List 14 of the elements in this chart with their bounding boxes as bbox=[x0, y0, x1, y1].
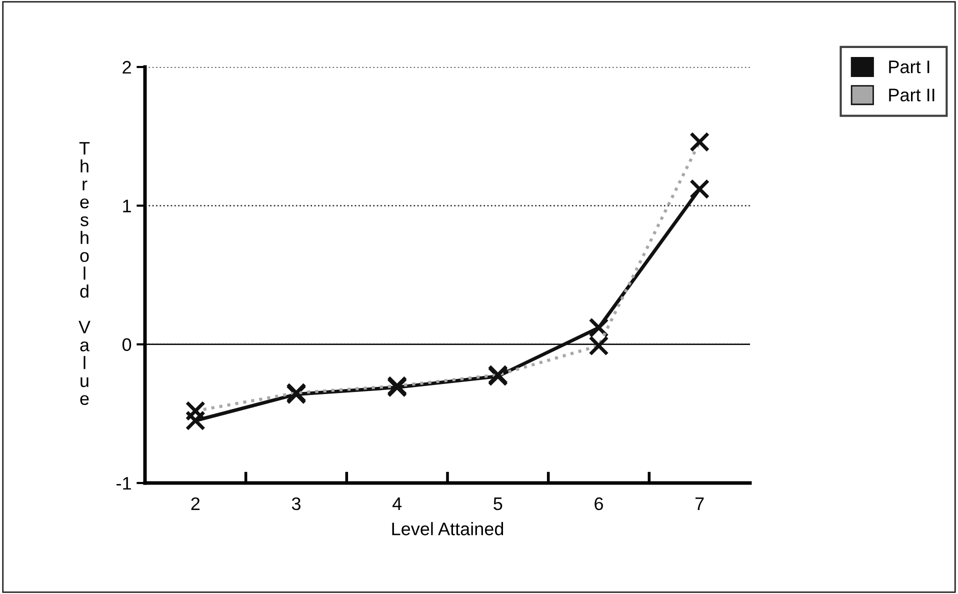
legend-label: Part II bbox=[889, 88, 934, 102]
x-tick-label: 3 bbox=[292, 497, 300, 510]
legend-label: Part I bbox=[889, 60, 930, 74]
x-tick-label: 4 bbox=[392, 498, 402, 510]
y-tick-label: 0 bbox=[122, 338, 132, 352]
x-tick-label: 5 bbox=[494, 498, 502, 510]
x-axis-title: Level Attained bbox=[392, 522, 504, 536]
y-tick-label: 1 bbox=[123, 200, 131, 212]
y-tick-label: -1 bbox=[116, 477, 131, 490]
x-tick-label: 6 bbox=[594, 497, 603, 510]
text: Threshold Value bbox=[78, 142, 90, 405]
x-tick-label: 2 bbox=[191, 497, 200, 510]
y-tick-label: 2 bbox=[122, 60, 131, 74]
x-tick-label: 7 bbox=[695, 498, 704, 510]
